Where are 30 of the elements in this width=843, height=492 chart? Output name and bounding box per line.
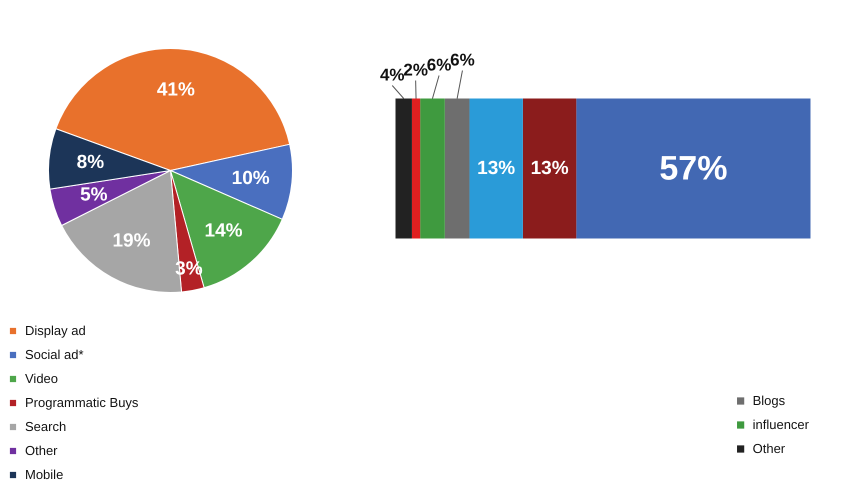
data-label: 6% <box>450 50 475 70</box>
bar <box>522 98 576 238</box>
bar <box>412 98 420 238</box>
bar <box>420 98 445 238</box>
legend-label: Mobile <box>25 466 64 484</box>
legend-label: Other <box>752 440 786 458</box>
data-label: 13% <box>477 158 516 179</box>
data-label: 41% <box>156 80 195 101</box>
data-label: 6% <box>426 56 452 74</box>
data-label: 5% <box>80 184 108 206</box>
data-label: 2% <box>403 60 428 80</box>
data-label: 57% <box>659 150 728 188</box>
data-label: 10% <box>232 168 270 189</box>
legend-label: Other <box>25 442 58 460</box>
data-label: 4% <box>380 66 405 84</box>
legend-label: Social ad* <box>25 346 84 364</box>
data-label: 13% <box>530 158 569 179</box>
legend-label: Programmatic Buys <box>25 394 138 412</box>
legend-label: Blogs <box>752 392 786 410</box>
legend-label: Video <box>25 370 58 388</box>
bar <box>469 98 523 238</box>
bar <box>396 98 412 238</box>
bar <box>576 98 810 238</box>
bar <box>444 98 470 238</box>
legend-label: influencer <box>752 416 809 434</box>
data-label: 8% <box>76 152 104 174</box>
data-label: 19% <box>112 230 151 252</box>
data-label: 14% <box>204 220 243 242</box>
legend-label: Search <box>25 418 66 436</box>
legend-label: Display ad <box>25 322 86 340</box>
